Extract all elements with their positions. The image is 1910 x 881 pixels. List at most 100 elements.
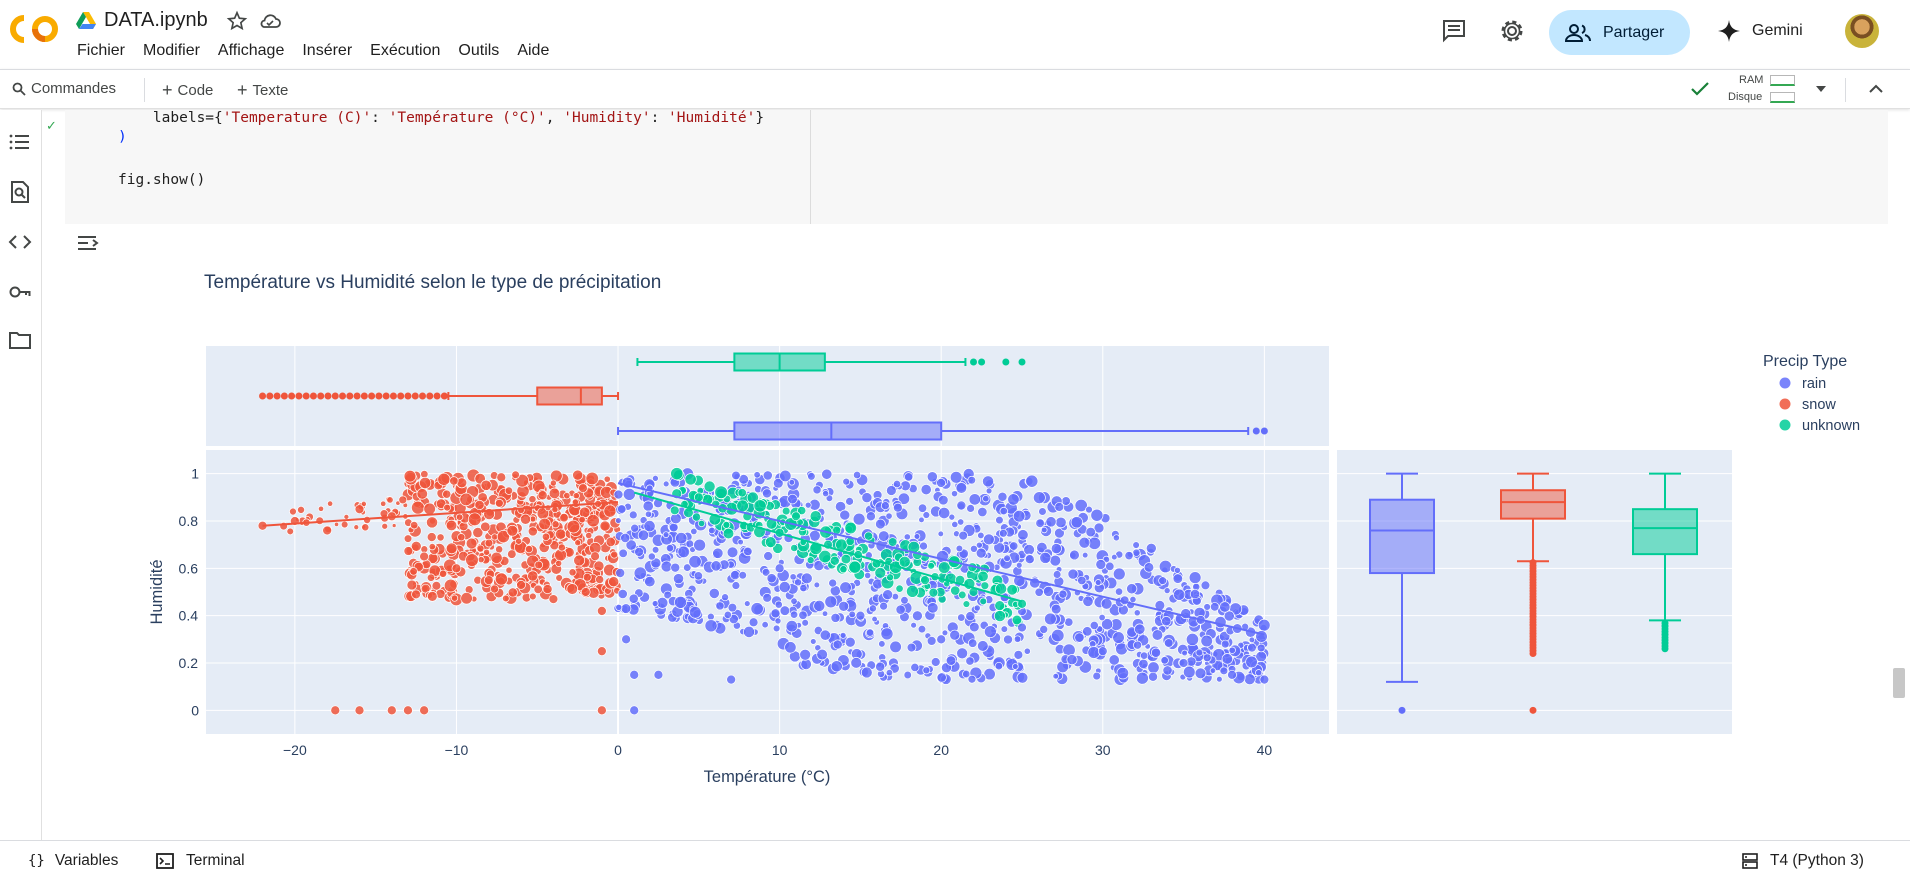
gemini-button[interactable]: Gemini	[1718, 20, 1803, 42]
scatter-point-rain	[787, 493, 798, 505]
find-replace-icon[interactable]	[8, 180, 32, 204]
scatter-point-snow	[381, 522, 389, 530]
scatter-point-rain	[1129, 595, 1137, 604]
runtime-button[interactable]: T4 (Python 3)	[1742, 852, 1864, 870]
scatter-point-rain	[1112, 534, 1120, 542]
scatter-point-rain	[1007, 493, 1020, 506]
marginal-y-boxplots[interactable]	[1369, 472, 1698, 714]
scatter-point-snow	[496, 472, 507, 483]
scatter-point-rain	[1112, 567, 1126, 581]
scatter-point-rain	[721, 593, 729, 602]
scatter-point-rain	[848, 610, 856, 619]
add-code-button[interactable]: + Code	[162, 80, 213, 101]
scatter-point-snow	[330, 705, 341, 716]
chevron-down-icon[interactable]	[1814, 84, 1828, 94]
scatter-point-rain	[995, 515, 1004, 525]
scatter-point-snow	[315, 516, 324, 525]
scatter-point-rain	[683, 563, 692, 572]
scatter-point-snow	[460, 592, 473, 605]
scrollbar-thumb[interactable]	[1893, 668, 1905, 698]
legend-item-unknown[interactable]: unknown	[1779, 418, 1861, 434]
star-icon[interactable]	[226, 10, 248, 32]
scatter-point-snow	[515, 537, 523, 545]
scatter-point-snow	[435, 498, 447, 509]
scatter-point-rain	[731, 470, 741, 481]
output-toggle-icon[interactable]	[76, 233, 102, 253]
scatter-point-rain	[789, 573, 797, 581]
scatter-point-rain	[674, 595, 687, 609]
settings-gear-icon[interactable]	[1498, 17, 1526, 45]
menu-outils[interactable]: Outils	[458, 42, 500, 59]
scatter-point-rain	[1134, 623, 1146, 635]
scatter-point-snow	[354, 504, 365, 515]
code-snippets-icon[interactable]	[8, 230, 32, 254]
scatter-point-snow	[533, 584, 543, 594]
scatter-point-rain	[1087, 646, 1101, 659]
files-folder-icon[interactable]	[8, 328, 32, 352]
scatter-point-rain	[1054, 502, 1065, 512]
x-box-outlier-snow	[309, 392, 317, 400]
menu-affichage[interactable]: Affichage	[217, 42, 285, 59]
scatter-point-rain	[1074, 498, 1088, 513]
google-drive-icon	[76, 12, 96, 29]
x-box-outlier-snow	[317, 392, 325, 400]
add-text-button[interactable]: + Texte	[237, 80, 288, 101]
commands-button[interactable]: Commandes	[12, 80, 116, 97]
code-line-labels[interactable]: labels={'Temperature (C)': 'Température …	[118, 110, 765, 126]
user-avatar[interactable]	[1845, 14, 1879, 48]
x-box-rain	[733, 421, 943, 441]
executed-check-icon: ✓	[46, 118, 57, 133]
scatter-point-rain	[1081, 551, 1089, 559]
legend-item-snow[interactable]: snow	[1779, 397, 1837, 413]
table-of-contents-icon[interactable]	[8, 130, 32, 154]
scatter-point-rain	[842, 477, 851, 486]
scatter-point-snow	[327, 500, 334, 507]
cloud-icon[interactable]	[258, 11, 282, 31]
toolbar-divider	[1845, 78, 1846, 102]
legend[interactable]: Precip Type rain snow unknown	[1763, 353, 1860, 434]
scatter-point-snow	[443, 503, 451, 512]
scatter-point-rain	[957, 518, 965, 526]
scatter-point-rain	[1066, 654, 1078, 666]
code-cell[interactable]: labels={'Temperature (C)': 'Température …	[65, 110, 1888, 224]
scatter-point-unknown	[874, 567, 887, 579]
scatter-point-snow	[490, 551, 503, 564]
variables-button[interactable]: {} Variables	[28, 852, 118, 870]
scatter-point-rain	[878, 530, 890, 542]
scatter-point-rain	[798, 610, 808, 620]
scatter-point-unknown	[848, 560, 862, 574]
runtime-server-icon	[1742, 853, 1758, 869]
menu-execution[interactable]: Exécution	[370, 42, 441, 59]
menu-fichier[interactable]: Fichier	[77, 42, 126, 59]
scatter-point-rain	[707, 612, 715, 621]
scatter-point-rain	[625, 539, 637, 551]
scatter-point-rain	[615, 568, 626, 578]
colab-logo-icon[interactable]	[10, 14, 60, 44]
scatter-point-unknown	[722, 527, 735, 540]
notebook-title[interactable]: DATA.ipynb	[104, 9, 208, 31]
share-button[interactable]: Partager	[1549, 10, 1690, 55]
marginal-x-boxplots[interactable]	[259, 352, 1268, 441]
scatter-point-rain	[920, 484, 932, 496]
x-box-outlier-snow	[346, 392, 354, 400]
scatter-point-rain	[1011, 663, 1019, 670]
menu-inserer[interactable]: Insérer	[302, 42, 353, 59]
menu-modifier[interactable]: Modifier	[143, 42, 200, 59]
scatter-point-rain	[1132, 548, 1141, 557]
scatter-point-rain	[1050, 603, 1062, 615]
legend-item-rain[interactable]: rain	[1779, 376, 1827, 392]
collapse-chevron-up-icon[interactable]	[1868, 82, 1884, 94]
scatter-point-snow	[380, 500, 387, 507]
menu-aide[interactable]: Aide	[517, 42, 550, 59]
secrets-key-icon[interactable]	[8, 280, 32, 304]
code-line-fig-show[interactable]: fig.show()	[118, 172, 206, 188]
scatter-point-rain	[774, 563, 785, 574]
comments-icon[interactable]	[1440, 17, 1468, 45]
scatter-point-rain	[956, 647, 968, 660]
scatter-points[interactable]	[257, 467, 1271, 716]
terminal-button[interactable]: Terminal	[156, 852, 245, 870]
scatter-point-rain	[1203, 603, 1211, 611]
scatter-point-rain	[927, 602, 939, 614]
code-line-close-paren[interactable]: )	[118, 129, 127, 145]
scatter-point-snow	[419, 551, 429, 562]
